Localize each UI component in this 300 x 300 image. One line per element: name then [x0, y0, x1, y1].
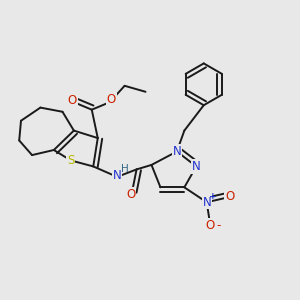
- Text: O: O: [68, 94, 77, 107]
- Text: N: N: [172, 145, 181, 158]
- Text: O: O: [106, 93, 116, 106]
- Text: N: N: [192, 160, 201, 173]
- Text: +: +: [209, 192, 217, 201]
- Text: -: -: [216, 219, 220, 232]
- Text: O: O: [225, 190, 234, 203]
- Text: O: O: [206, 219, 215, 232]
- Text: S: S: [67, 154, 75, 167]
- Text: N: N: [203, 196, 212, 209]
- Text: H: H: [121, 164, 128, 174]
- Text: O: O: [126, 188, 135, 201]
- Text: N: N: [113, 169, 122, 182]
